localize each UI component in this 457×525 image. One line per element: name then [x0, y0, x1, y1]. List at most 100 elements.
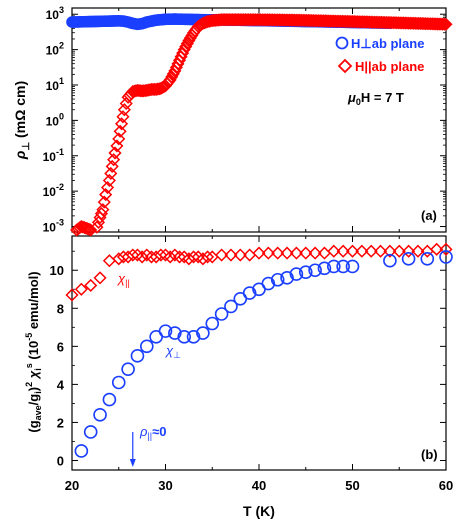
panel-a-point-par — [165, 70, 179, 84]
legend-par-label: H||ab plane — [355, 59, 424, 74]
panel-a-point-par — [93, 210, 107, 225]
panel-b-point-par — [261, 246, 275, 260]
panel-b-point-par — [130, 248, 145, 262]
panel-b-point-perp — [177, 330, 191, 344]
panel-b-point-perp — [336, 259, 350, 274]
panel-b-point-par — [191, 250, 205, 264]
panel-b-point-perp — [130, 349, 145, 363]
panel-b-point-par — [196, 252, 210, 266]
panel-b-point-perp — [280, 271, 294, 285]
panel-b-point-par — [135, 250, 149, 264]
panel-a-point-par — [434, 17, 448, 31]
panel-b-ticks: 0 2 4 6 8 10 20 30 40 50 60 — [50, 236, 453, 493]
panel-b-point-perp — [326, 259, 341, 274]
panel-b-point-par — [392, 244, 406, 258]
panel-b-point-perp — [224, 299, 238, 314]
panel-a-point-par — [432, 17, 446, 31]
panel-b-point-perp — [205, 316, 220, 331]
panel-a-point-par — [108, 146, 122, 160]
panel-a-point-par — [94, 207, 109, 221]
panel-b-label: (b) — [421, 447, 438, 462]
panel-a-ytick-label: 101 — [46, 76, 64, 93]
panel-a-point-par — [168, 64, 182, 78]
panel-a-point-par — [96, 203, 110, 217]
panel-b-point-par — [299, 246, 313, 260]
legend: H⊥ab plane H||ab plane μ0H = 7 T — [335, 36, 424, 107]
panel-a-ytick-label: 103 — [46, 5, 64, 22]
panel-a-point-par — [110, 139, 124, 153]
panel-b-point-perp — [270, 272, 285, 287]
panel-a-point-par — [100, 180, 115, 195]
panel-b-point-par — [430, 242, 444, 256]
panel-b-point-par — [439, 242, 453, 256]
panel-a-point-par — [104, 166, 118, 181]
panel-b-point-par — [252, 246, 266, 260]
legend-diamond-icon — [337, 58, 353, 74]
panel-a-point-par — [84, 223, 98, 237]
panel-a-point-par — [152, 82, 166, 96]
x-tick-label: 40 — [252, 478, 266, 493]
panel-a-point-par — [99, 188, 113, 202]
panel-b-series-perp — [74, 250, 453, 458]
panel-b-ytick-label: 6 — [57, 339, 64, 354]
panel-b-point-perp — [74, 444, 89, 458]
panel-b-point-par — [102, 254, 116, 268]
panel-b-point-perp — [345, 259, 360, 274]
panel-b-point-par — [65, 288, 79, 302]
panel-b-point-par — [373, 244, 388, 258]
panel-b-point-par — [336, 244, 350, 258]
panel-b-point-perp — [420, 252, 435, 266]
panel-b-point-par — [271, 246, 285, 260]
panel-b-point-par — [355, 244, 369, 258]
panel-a-point-par — [169, 60, 183, 74]
panel-a-ytick-label: 10-2 — [43, 182, 64, 199]
panel-b-point-par — [411, 244, 425, 258]
panel-b-point-par — [224, 248, 238, 262]
panel-b-ytick-label: 0 — [57, 453, 64, 468]
panel-a-point-par — [148, 82, 162, 96]
panel-a-point-par — [171, 57, 185, 71]
panel-a-ytick-label: 100 — [46, 111, 64, 128]
panel-b-point-par — [280, 246, 294, 260]
panel-a-point-par — [176, 46, 190, 60]
panel-a-point-par — [113, 124, 127, 138]
panel-b-frame — [71, 235, 447, 471]
panel-b-point-par — [74, 282, 88, 296]
panel-a-ytick-label: 10-3 — [43, 218, 64, 235]
panel-a-point-par — [436, 17, 450, 31]
panel-a-point-par — [180, 37, 194, 51]
panel-b-point-perp — [308, 263, 322, 278]
panel-a-point-par — [97, 195, 111, 209]
panel-a-point-par — [179, 40, 193, 54]
panel-b-point-perp — [83, 425, 98, 439]
x-tick-label: 50 — [345, 478, 359, 493]
panel-a-point-par — [439, 17, 453, 31]
panel-b-ytick-label: 2 — [57, 415, 64, 430]
panel-b-point-par — [233, 248, 247, 262]
x-tick-label: 20 — [65, 478, 79, 493]
panel-a-point-par — [112, 132, 126, 146]
panel-a-point-par — [437, 17, 451, 31]
panel-a-label: (a) — [421, 208, 437, 223]
legend-perp-label: H⊥ab plane — [351, 36, 424, 51]
panel-a-ylabel: ρ⊥ (mΩ cm) — [12, 81, 32, 160]
panel-b-point-perp — [186, 330, 201, 344]
panel-b-point-perp — [261, 276, 276, 291]
panel-a-point-par — [163, 73, 177, 87]
panel-b-point-par — [93, 271, 107, 285]
panel-b-point-perp — [401, 252, 416, 266]
panel-b-point-par — [308, 246, 322, 260]
panel-b-point-perp — [93, 408, 107, 422]
panel-a-point-par — [114, 117, 129, 131]
chi-par-annotation: χ|| — [117, 271, 130, 288]
field-note: μ0H = 7 T — [347, 90, 404, 107]
rho-zero-arrow-head — [129, 459, 136, 467]
chi-perp-annotation: χ⊥ — [165, 343, 181, 360]
legend-circle-icon — [335, 36, 349, 50]
panel-a-point-par — [430, 17, 445, 31]
panel-a-ytick-label: 102 — [46, 41, 64, 58]
svg-text:ρ⊥ (mΩ cm): ρ⊥ (mΩ cm) — [12, 81, 32, 160]
panel-b-point-par — [327, 244, 341, 258]
panel-a-point-par — [174, 50, 188, 64]
